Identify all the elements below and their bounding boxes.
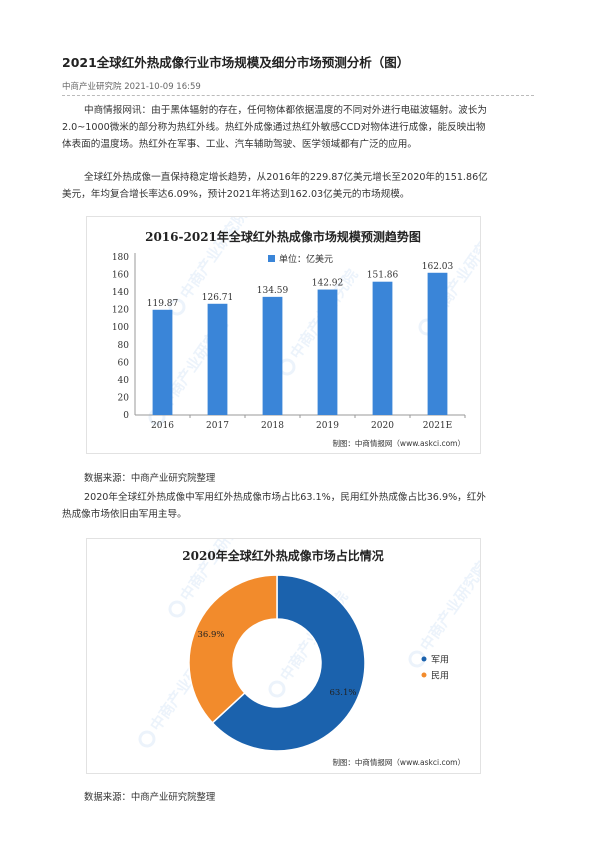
bar-value-label: 126.71	[202, 293, 234, 303]
bar-value-label: 162.03	[422, 262, 454, 272]
chart-credit: 制图：中商情报网（www.askci.com）	[332, 757, 465, 767]
bar-chart-svg: 中商产业研究院中商产业研究院中商产业研究院中商产业研究院 2016-2021年全…	[112, 217, 480, 448]
paragraph-line: 2020年全球红外热成像中军用红外热成像市场占比63.1%，民用红外热成像占比3…	[84, 492, 486, 503]
y-tick-label: 80	[118, 341, 130, 351]
source-note: 数据来源：中商产业研究院整理	[84, 473, 216, 484]
legend-swatch	[421, 672, 427, 678]
bar-value-label: 142.92	[312, 279, 344, 289]
x-tick-label: 2018	[261, 421, 284, 431]
y-tick-label: 100	[112, 323, 129, 333]
y-tick-label: 20	[118, 393, 130, 403]
donut-chart-svg: 中商产业研究院中商产业研究院中商产业研究院中商产业研究院 2020年全球红外热成…	[138, 539, 480, 767]
bar	[207, 303, 228, 415]
bar-chart: 中商产业研究院中商产业研究院中商产业研究院中商产业研究院 2016-2021年全…	[86, 216, 481, 454]
article-title: 2021全球红外热成像行业市场规模及细分市场预测分析（图）	[62, 55, 410, 70]
svg-text:中商产业研究院: 中商产业研究院	[417, 558, 480, 654]
legend-label: 军用	[431, 655, 449, 666]
y-tick-label: 180	[112, 253, 129, 263]
bar-value-label: 119.87	[147, 299, 179, 309]
bar	[317, 289, 338, 415]
y-tick-label: 60	[118, 358, 130, 368]
x-tick-label: 2017	[206, 421, 229, 431]
article-meta: 中商产业研究院 2021-10-09 16:59	[62, 82, 201, 92]
donut-chart: 中商产业研究院中商产业研究院中商产业研究院中商产业研究院 2020年全球红外热成…	[86, 538, 481, 774]
bar-value-label: 151.86	[367, 271, 399, 281]
legend-label: 民用	[431, 671, 449, 682]
bar-chart-title: 2016-2021年全球红外热成像市场规模预测趋势图	[145, 229, 421, 244]
bar	[152, 309, 173, 415]
donut-slice	[211, 574, 366, 752]
y-tick-label: 120	[112, 306, 129, 316]
x-tick-label: 2019	[316, 421, 339, 431]
paragraph-share: 2020年全球红外热成像中军用红外热成像市场占比63.1%，民用红外热成像占比3…	[62, 489, 534, 523]
bar	[372, 281, 393, 415]
paragraph-line: 热成像市场依旧由军用主导。	[62, 509, 187, 520]
y-tick-label: 0	[123, 411, 129, 421]
paragraph-growth: 全球红外热成像一直保持稳定增长趋势，从2016年的229.87亿美元增长至202…	[62, 169, 534, 203]
source-note: 数据来源：中商产业研究院整理	[84, 792, 216, 803]
y-tick-label: 140	[112, 288, 129, 298]
donut-slice	[188, 574, 278, 724]
x-tick-label: 2021E	[423, 421, 452, 431]
bar	[262, 296, 283, 415]
legend-swatch	[421, 656, 427, 662]
bar-value-label: 134.59	[257, 286, 289, 296]
watermark: 中商产业研究院	[418, 226, 480, 336]
divider	[62, 95, 534, 96]
slice-value-label: 36.9%	[198, 630, 225, 640]
paragraph-intro: 中商情报网讯：由于黑体辐射的存在，任何物体都依据温度的不同对外进行电磁波辐射。波…	[62, 102, 534, 153]
paragraph-line: 美元，年均复合增长率达6.09%，预计2021年将达到162.03亿美元的市场规…	[62, 189, 410, 200]
bar	[427, 272, 448, 415]
chart-credit: 制图：中商情报网（www.askci.com）	[332, 438, 465, 448]
paragraph-line: 2.0~1000微米的部分称为热红外线。热红外成像通过热红外敏感CCD对物体进行…	[62, 122, 486, 133]
x-tick-label: 2016	[151, 421, 174, 431]
paragraph-line: 全球红外热成像一直保持稳定增长趋势，从2016年的229.87亿美元增长至202…	[84, 172, 488, 183]
paragraph-line: 体表面的温度场。热红外在军事、工业、汽车辅助驾驶、医学领域都有广泛的应用。	[62, 139, 417, 150]
y-tick-label: 40	[118, 376, 130, 386]
x-tick-label: 2020	[371, 421, 394, 431]
paragraph-line: 中商情报网讯：由于黑体辐射的存在，任何物体都依据温度的不同对外进行电磁波辐射。波…	[84, 105, 487, 116]
slice-value-label: 63.1%	[329, 688, 356, 698]
watermark: 中商产业研究院	[408, 558, 480, 668]
legend-swatch	[268, 255, 275, 262]
legend-label: 单位：亿美元	[279, 253, 333, 265]
y-tick-label: 160	[112, 271, 129, 281]
donut-chart-title: 2020年全球红外热成像市场占比情况	[182, 548, 383, 563]
